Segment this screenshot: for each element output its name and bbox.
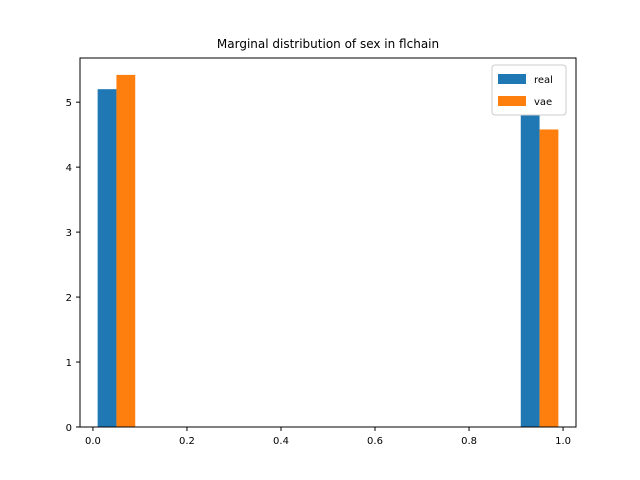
bars-group <box>97 74 559 428</box>
y-tick-label: 5 <box>66 98 72 109</box>
y-tick-label: 3 <box>66 228 72 239</box>
bar-real-0 <box>97 89 117 427</box>
y-tick-label: 0 <box>66 423 72 434</box>
plot-frame <box>79 57 577 428</box>
y-tick-label: 2 <box>66 293 72 304</box>
y-axis: 0 1 2 3 4 5 <box>66 98 80 434</box>
legend-label-vae: vae <box>534 97 552 108</box>
legend-swatch-vae <box>498 96 526 106</box>
x-tick-label: 0.0 <box>85 436 101 447</box>
bar-vae-1 <box>539 129 559 427</box>
y-tick-label: 1 <box>66 358 72 369</box>
x-tick-label: 1.0 <box>555 436 571 447</box>
bar-vae-0 <box>116 74 136 428</box>
x-tick-label: 0.6 <box>367 436 383 447</box>
bar-real-1 <box>520 115 540 428</box>
legend-label-real: real <box>534 75 553 86</box>
x-tick-label: 0.8 <box>461 436 477 447</box>
legend: real vae <box>491 64 567 116</box>
x-axis: 0.0 0.2 0.4 0.6 0.8 1.0 <box>85 427 571 447</box>
x-tick-label: 0.4 <box>273 436 289 447</box>
x-tick-label: 0.2 <box>179 436 195 447</box>
y-tick-label: 4 <box>66 163 72 174</box>
legend-swatch-real <box>498 74 526 84</box>
legend-box <box>491 64 567 116</box>
chart-title: Marginal distribution of sex in flchain <box>217 37 439 51</box>
